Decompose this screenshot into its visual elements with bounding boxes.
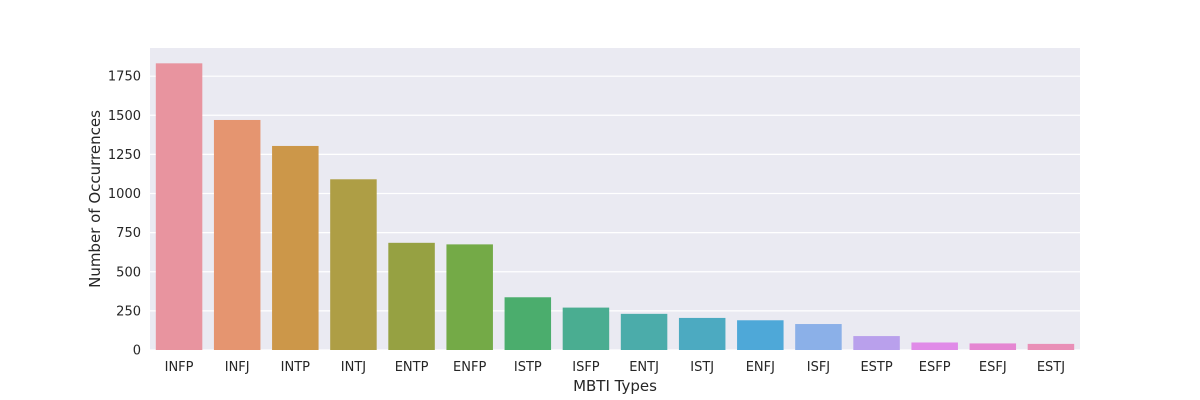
y-tick-label: 1500 (108, 109, 141, 124)
x-tick-label: ISTJ (690, 360, 714, 375)
x-tick-label: ENTJ (629, 360, 659, 375)
y-tick-label: 1250 (108, 148, 141, 163)
bar-estj (1027, 343, 1075, 350)
bar-infj (213, 119, 261, 350)
x-axis-label: MBTI Types (573, 377, 657, 395)
bar-istj (678, 317, 726, 350)
x-tick-label: ISTP (514, 360, 542, 375)
bar-isfp (562, 307, 610, 350)
bar-isfj (795, 324, 842, 350)
x-tick-label: ENFP (453, 360, 486, 375)
x-tick-label: INFP (165, 360, 194, 375)
bars (155, 63, 1075, 350)
bar-istp (504, 297, 552, 350)
x-tick-label: INTJ (341, 360, 366, 375)
y-tick-label: 1000 (108, 187, 141, 202)
bar-infp (155, 63, 203, 350)
bar-enfj (737, 320, 784, 350)
x-tick-label: INTP (281, 360, 310, 375)
y-tick-label: 1750 (108, 70, 141, 85)
bar-intp (272, 145, 319, 350)
y-tick-labels: 0 250 500 750 1000 1250 1500 1750 (108, 70, 141, 359)
x-tick-label: INFJ (225, 360, 250, 375)
x-tick-label: ESTJ (1037, 360, 1065, 375)
bar-estp (853, 336, 900, 350)
bar-intj (330, 179, 377, 350)
y-tick-label: 500 (116, 265, 141, 280)
bar-esfj (969, 343, 1017, 350)
bar-esfp (911, 342, 958, 350)
bar-entp (388, 242, 435, 350)
x-tick-label: ISFP (572, 360, 600, 375)
y-tick-label: 750 (116, 226, 141, 241)
x-tick-label: ESFJ (979, 360, 1007, 375)
x-tick-labels: INFP INFJ INTP INTJ ENTP ENFP ISTP ISFP ENTJ ISTJ… (165, 360, 1065, 375)
y-tick-label: 250 (116, 304, 141, 319)
bar-enfp (446, 244, 493, 350)
x-tick-label: ESFP (919, 360, 951, 375)
x-tick-label: ISFJ (807, 360, 830, 375)
x-tick-label: ENTP (395, 360, 429, 375)
y-tick-label: 0 (133, 344, 141, 359)
x-tick-label: ENFJ (746, 360, 775, 375)
x-tick-label: ESTP (860, 360, 892, 375)
bar-entj (620, 313, 668, 350)
y-axis-label: Number of Occurrences (86, 110, 104, 288)
